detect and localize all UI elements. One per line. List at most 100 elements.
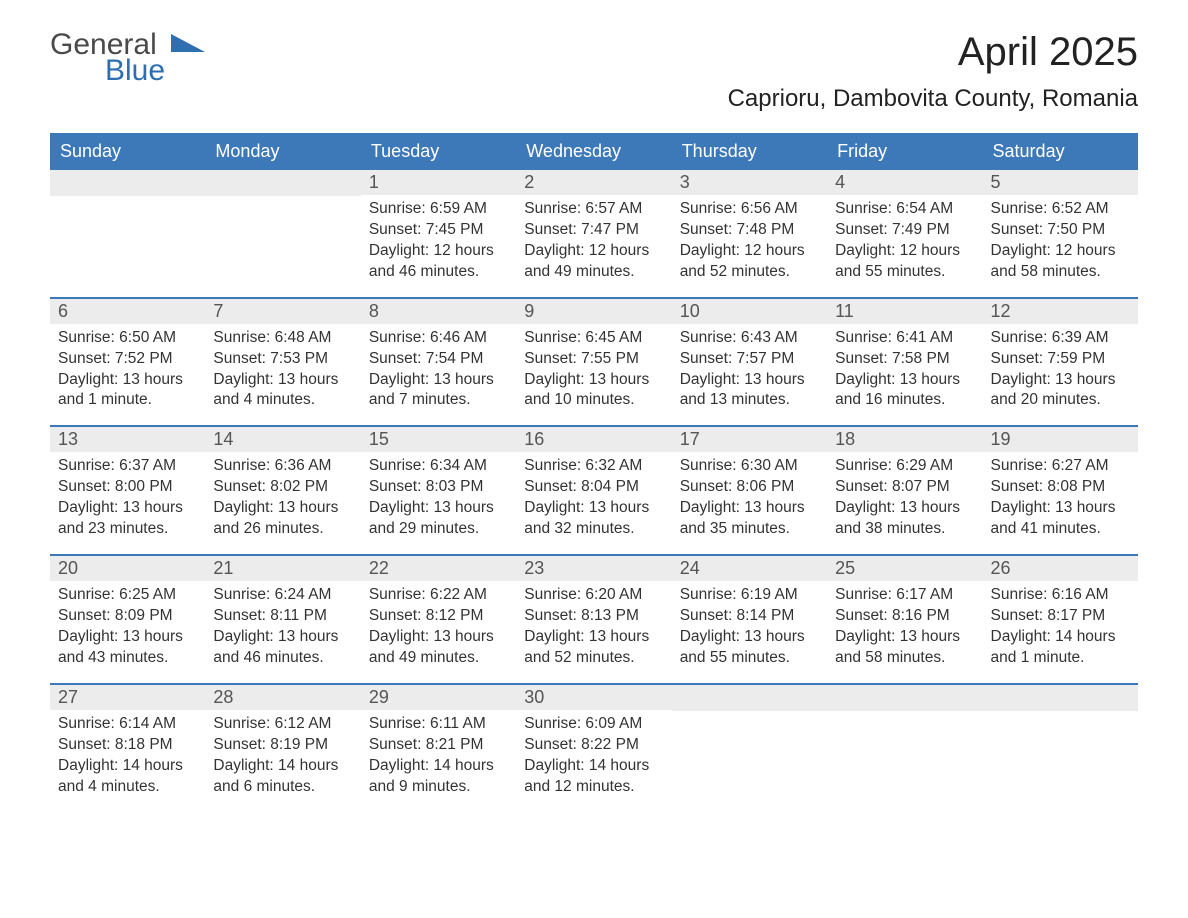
day-cell: 13Sunrise: 6:37 AMSunset: 8:00 PMDayligh… (50, 427, 205, 554)
sunset-line: Sunset: 8:16 PM (835, 606, 974, 627)
sunset-line: Sunset: 8:08 PM (991, 477, 1130, 498)
day-cell: 1 Sunrise: 6:59 AMSunset: 7:45 PMDaylight… (361, 170, 516, 297)
logo-line2: Blue (105, 56, 165, 86)
dow-friday: Friday (827, 133, 982, 170)
day-details: Sunrise: 6:59 AMSunset: 7:45 PMDaylight:… (361, 199, 516, 283)
daylight-line: Daylight: 13 hours and 7 minutes. (369, 370, 508, 412)
day-details: Sunrise: 6:39 AMSunset: 7:59 PMDaylight:… (983, 328, 1138, 412)
day-number: 29 (361, 685, 516, 710)
sunset-line: Sunset: 7:47 PM (524, 220, 663, 241)
daylight-line: Daylight: 14 hours and 9 minutes. (369, 756, 508, 798)
sunset-line: Sunset: 7:54 PM (369, 349, 508, 370)
day-number: 30 (516, 685, 671, 710)
daylight-line: Daylight: 13 hours and 23 minutes. (58, 498, 197, 540)
day-number: 17 (672, 427, 827, 452)
sunset-line: Sunset: 8:19 PM (213, 735, 352, 756)
sunrise-line: Sunrise: 6:50 AM (58, 328, 197, 349)
day-cell: 22Sunrise: 6:22 AMSunset: 8:12 PMDayligh… (361, 556, 516, 683)
day-number: 12 (983, 299, 1138, 324)
daylight-line: Daylight: 12 hours and 55 minutes. (835, 241, 974, 283)
sunrise-line: Sunrise: 6:17 AM (835, 585, 974, 606)
day-details: Sunrise: 6:43 AMSunset: 7:57 PMDaylight:… (672, 328, 827, 412)
day-details: Sunrise: 6:56 AMSunset: 7:48 PMDaylight:… (672, 199, 827, 283)
dow-tuesday: Tuesday (361, 133, 516, 170)
day-number (827, 685, 982, 711)
sunset-line: Sunset: 7:48 PM (680, 220, 819, 241)
sunrise-line: Sunrise: 6:16 AM (991, 585, 1130, 606)
sunrise-line: Sunrise: 6:14 AM (58, 714, 197, 735)
logo-triangle-icon (171, 30, 205, 57)
day-cell: 23Sunrise: 6:20 AMSunset: 8:13 PMDayligh… (516, 556, 671, 683)
day-number: 4 (827, 170, 982, 195)
sunrise-line: Sunrise: 6:34 AM (369, 456, 508, 477)
day-number (672, 685, 827, 711)
day-number: 19 (983, 427, 1138, 452)
day-cell (205, 170, 360, 297)
daylight-line: Daylight: 13 hours and 35 minutes. (680, 498, 819, 540)
dow-thursday: Thursday (672, 133, 827, 170)
daylight-line: Daylight: 14 hours and 6 minutes. (213, 756, 352, 798)
sunrise-line: Sunrise: 6:45 AM (524, 328, 663, 349)
day-cell: 10 Sunrise: 6:43 AMSunset: 7:57 PMDayligh… (672, 299, 827, 426)
day-details: Sunrise: 6:12 AMSunset: 8:19 PMDaylight:… (205, 714, 360, 798)
day-details: Sunrise: 6:54 AMSunset: 7:49 PMDaylight:… (827, 199, 982, 283)
calendar: SundayMondayTuesdayWednesdayThursdayFrid… (50, 133, 1138, 811)
sunrise-line: Sunrise: 6:37 AM (58, 456, 197, 477)
week-row: 27Sunrise: 6:14 AMSunset: 8:18 PMDayligh… (50, 683, 1138, 812)
sunrise-line: Sunrise: 6:32 AM (524, 456, 663, 477)
day-number: 1 (361, 170, 516, 195)
day-number: 9 (516, 299, 671, 324)
dow-saturday: Saturday (983, 133, 1138, 170)
sunset-line: Sunset: 7:53 PM (213, 349, 352, 370)
day-number (50, 170, 205, 196)
day-cell: 6Sunrise: 6:50 AMSunset: 7:52 PMDaylight… (50, 299, 205, 426)
week-row: 20 Sunrise: 6:25 AMSunset: 8:09 PM Dayligh… (50, 554, 1138, 683)
sunset-line: Sunset: 8:09 PM (58, 606, 197, 627)
day-number: 14 (205, 427, 360, 452)
sunset-line: Sunset: 8:22 PM (524, 735, 663, 756)
sunset-line: Sunset: 8:14 PM (680, 606, 819, 627)
sunrise-line: Sunrise: 6:48 AM (213, 328, 352, 349)
day-cell: 12 Sunrise: 6:39 AMSunset: 7:59 PMDayligh… (983, 299, 1138, 426)
daylight-line: Daylight: 13 hours and 58 minutes. (835, 627, 974, 669)
daylight-line: Daylight: 13 hours and 32 minutes. (524, 498, 663, 540)
day-details: Sunrise: 6:24 AMSunset: 8:11 PMDaylight:… (205, 585, 360, 669)
day-cell (983, 685, 1138, 812)
day-details: Sunrise: 6:32 AMSunset: 8:04 PMDaylight:… (516, 456, 671, 540)
day-number: 20 (50, 556, 205, 581)
sunset-line: Sunset: 7:45 PM (369, 220, 508, 241)
sunset-line: Sunset: 8:11 PM (213, 606, 352, 627)
day-details: Sunrise: 6:27 AMSunset: 8:08 PMDaylight:… (983, 456, 1138, 540)
sunset-line: Sunset: 8:18 PM (58, 735, 197, 756)
day-details: Sunrise: 6:45 AMSunset: 7:55 PMDaylight:… (516, 328, 671, 412)
day-details: Sunrise: 6:17 AMSunset: 8:16 PMDaylight:… (827, 585, 982, 669)
day-number: 8 (361, 299, 516, 324)
daylight-line: Daylight: 13 hours and 52 minutes. (524, 627, 663, 669)
day-number: 28 (205, 685, 360, 710)
daylight-line: Daylight: 13 hours and 29 minutes. (369, 498, 508, 540)
sunrise-line: Sunrise: 6:36 AM (213, 456, 352, 477)
title-block: April 2025 Caprioru, Dambovita County, R… (728, 30, 1138, 125)
day-cell: 2Sunrise: 6:57 AMSunset: 7:47 PMDaylight… (516, 170, 671, 297)
day-cell: 29Sunrise: 6:11 AMSunset: 8:21 PMDayligh… (361, 685, 516, 812)
day-cell (50, 170, 205, 297)
day-cell: 4 Sunrise: 6:54 AMSunset: 7:49 PMDaylight… (827, 170, 982, 297)
day-number: 18 (827, 427, 982, 452)
day-cell: 8Sunrise: 6:46 AMSunset: 7:54 PMDaylight… (361, 299, 516, 426)
sunrise-line: Sunrise: 6:09 AM (524, 714, 663, 735)
daylight-line: Daylight: 13 hours and 13 minutes. (680, 370, 819, 412)
day-cell: 11Sunrise: 6:41 AMSunset: 7:58 PMDayligh… (827, 299, 982, 426)
day-details: Sunrise: 6:37 AMSunset: 8:00 PMDaylight:… (50, 456, 205, 540)
day-details: Sunrise: 6:16 AMSunset: 8:17 PMDaylight:… (983, 585, 1138, 669)
day-details: Sunrise: 6:48 AMSunset: 7:53 PMDaylight:… (205, 328, 360, 412)
daylight-line: Daylight: 13 hours and 38 minutes. (835, 498, 974, 540)
sunrise-line: Sunrise: 6:27 AM (991, 456, 1130, 477)
day-details: Sunrise: 6:57 AMSunset: 7:47 PMDaylight:… (516, 199, 671, 283)
dow-wednesday: Wednesday (516, 133, 671, 170)
sunset-line: Sunset: 8:13 PM (524, 606, 663, 627)
sunrise-line: Sunrise: 6:25 AM (58, 585, 197, 606)
week-row: 6Sunrise: 6:50 AMSunset: 7:52 PMDaylight… (50, 297, 1138, 426)
day-cell: 28 Sunrise: 6:12 AMSunset: 8:19 PMDayligh… (205, 685, 360, 812)
day-number: 10 (672, 299, 827, 324)
day-details: Sunrise: 6:41 AMSunset: 7:58 PMDaylight:… (827, 328, 982, 412)
